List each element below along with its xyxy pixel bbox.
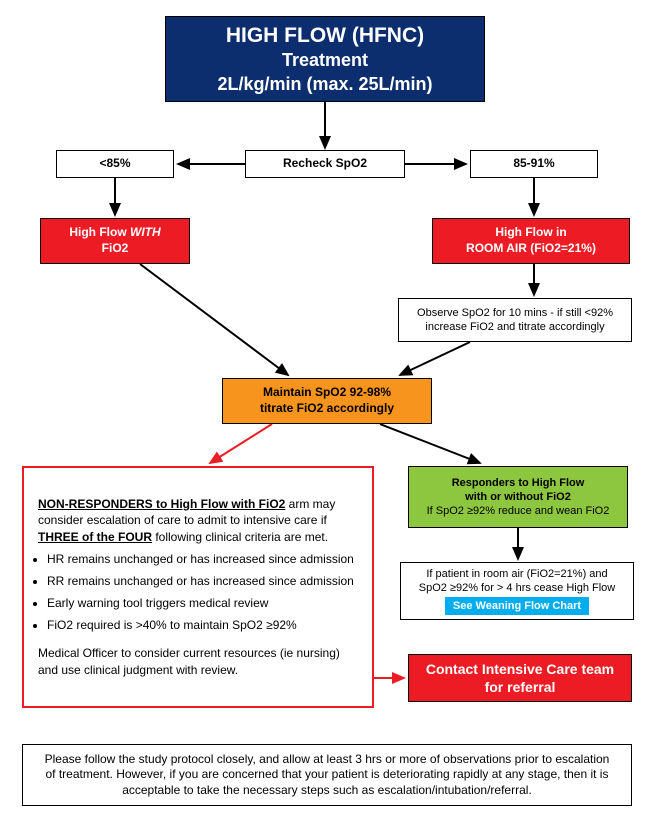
responders-line2: with or without FiO2 — [465, 490, 571, 504]
nonresp-heading: NON-RESPONDERS to High Flow with FiO2 ar… — [38, 496, 358, 545]
title-line2: Treatment — [282, 49, 368, 72]
title-line3: 2L/kg/min (max. 25L/min) — [217, 73, 432, 96]
hf-roomair-line2: ROOM AIR (FiO2=21%) — [466, 241, 596, 257]
high-flow-room-air-box: High Flow in ROOM AIR (FiO2=21%) — [432, 218, 630, 264]
high-flow-with-fio2-box: High Flow WITH FiO2 — [40, 218, 190, 264]
weaning-chart-button[interactable]: See Weaning Flow Chart — [445, 597, 589, 615]
responders-box: Responders to High Flow with or without … — [408, 466, 628, 528]
range-85-91-label: 85-91% — [513, 156, 554, 172]
footnote-text: Please follow the study protocol closely… — [41, 752, 613, 799]
criterion-hr: HR remains unchanged or has increased si… — [47, 551, 367, 567]
title-box: HIGH FLOW (HFNC) Treatment 2L/kg/min (ma… — [165, 16, 485, 102]
range-85-91-box: 85-91% — [470, 150, 598, 178]
hf-fio2-line2: FiO2 — [102, 241, 129, 257]
non-responders-box: NON-RESPONDERS to High Flow with FiO2 ar… — [22, 466, 374, 708]
title-line1: HIGH FLOW (HFNC) — [226, 22, 424, 49]
contact-icu-box: Contact Intensive Care team for referral — [408, 654, 632, 702]
hf-roomair-line1: High Flow in — [495, 225, 566, 241]
maintain-line2: titrate FiO2 accordingly — [260, 401, 394, 417]
footnote-box: Please follow the study protocol closely… — [22, 744, 632, 806]
criterion-rr: RR remains unchanged or has increased si… — [47, 573, 367, 589]
cease-line1: If patient in room air (FiO2=21%) and — [426, 567, 607, 581]
criterion-fio2: FiO2 required is >40% to maintain SpO2 ≥… — [47, 617, 367, 633]
contact-line1: Contact Intensive Care team — [426, 660, 614, 678]
lt85-box: <85% — [56, 150, 174, 178]
maintain-line1: Maintain SpO2 92-98% — [263, 385, 391, 401]
lt85-label: <85% — [99, 156, 130, 172]
criterion-ews: Early warning tool triggers medical revi… — [47, 595, 367, 611]
responders-line1: Responders to High Flow — [452, 476, 585, 490]
observe-box: Observe SpO2 for 10 mins - if still <92%… — [398, 298, 632, 342]
cease-line2: SpO2 ≥92% for > 4 hrs cease High Flow — [419, 581, 616, 595]
observe-text: Observe SpO2 for 10 mins - if still <92%… — [405, 306, 625, 335]
nonresp-criteria-list: HR remains unchanged or has increased si… — [47, 551, 367, 640]
recheck-label: Recheck SpO2 — [283, 156, 367, 172]
recheck-box: Recheck SpO2 — [245, 150, 405, 178]
cease-box: If patient in room air (FiO2=21%) and Sp… — [400, 562, 634, 620]
nonresp-footer: Medical Officer to consider current reso… — [38, 645, 358, 677]
responders-line3: If SpO2 ≥92% reduce and wean FiO2 — [427, 504, 610, 518]
hf-fio2-line1: High Flow WITH — [69, 225, 160, 241]
contact-line2: for referral — [485, 678, 556, 696]
maintain-box: Maintain SpO2 92-98% titrate FiO2 accord… — [222, 378, 432, 424]
